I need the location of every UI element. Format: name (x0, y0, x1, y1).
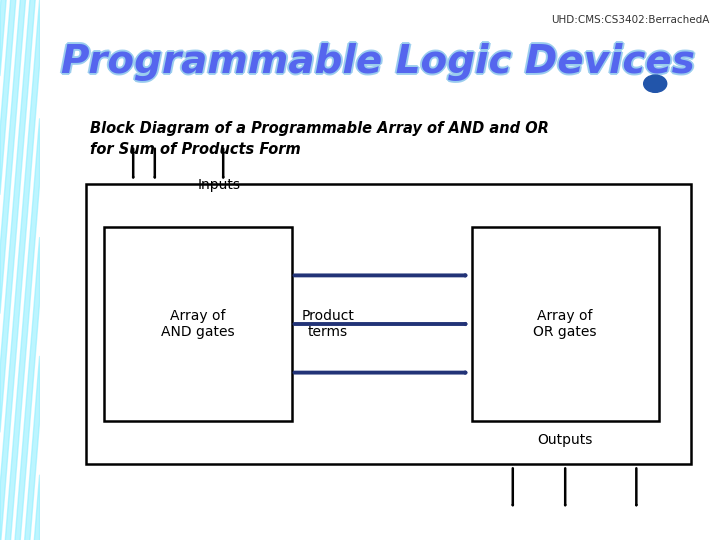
Text: Programmable Logic Devices: Programmable Logic Devices (59, 43, 693, 81)
Text: Array of
AND gates: Array of AND gates (161, 309, 235, 339)
Text: Programmable Logic Devices: Programmable Logic Devices (61, 45, 695, 83)
Text: Programmable Logic Devices: Programmable Logic Devices (61, 43, 695, 81)
Circle shape (644, 75, 667, 92)
Text: Programmable Logic Devices: Programmable Logic Devices (63, 43, 696, 81)
Text: Programmable Logic Devices: Programmable Logic Devices (61, 42, 695, 79)
Text: Array of
OR gates: Array of OR gates (534, 309, 597, 339)
Bar (86, 184, 691, 464)
Text: UHD:CMS:CS3402:BerrachedA: UHD:CMS:CS3402:BerrachedA (551, 15, 709, 25)
Text: Programmable Logic Devices: Programmable Logic Devices (63, 43, 697, 81)
Text: Programmable Logic Devices: Programmable Logic Devices (63, 44, 696, 82)
Text: Programmable Logic Devices: Programmable Logic Devices (60, 43, 694, 81)
Text: Programmable Logic Devices: Programmable Logic Devices (61, 44, 695, 82)
Text: Product
terms: Product terms (301, 309, 354, 339)
Text: Inputs: Inputs (198, 178, 241, 192)
Text: Programmable Logic Devices: Programmable Logic Devices (60, 42, 694, 80)
Text: Programmable Logic Devices: Programmable Logic Devices (60, 44, 694, 82)
Text: Programmable Logic Devices: Programmable Logic Devices (63, 42, 696, 80)
Text: Outputs: Outputs (538, 433, 593, 447)
Text: Programmable Logic Devices: Programmable Logic Devices (61, 42, 695, 80)
Bar (104, 227, 292, 421)
Text: Block Diagram of a Programmable Array of AND and OR
for Sum of Products Form: Block Diagram of a Programmable Array of… (90, 122, 549, 158)
Bar (472, 227, 659, 421)
